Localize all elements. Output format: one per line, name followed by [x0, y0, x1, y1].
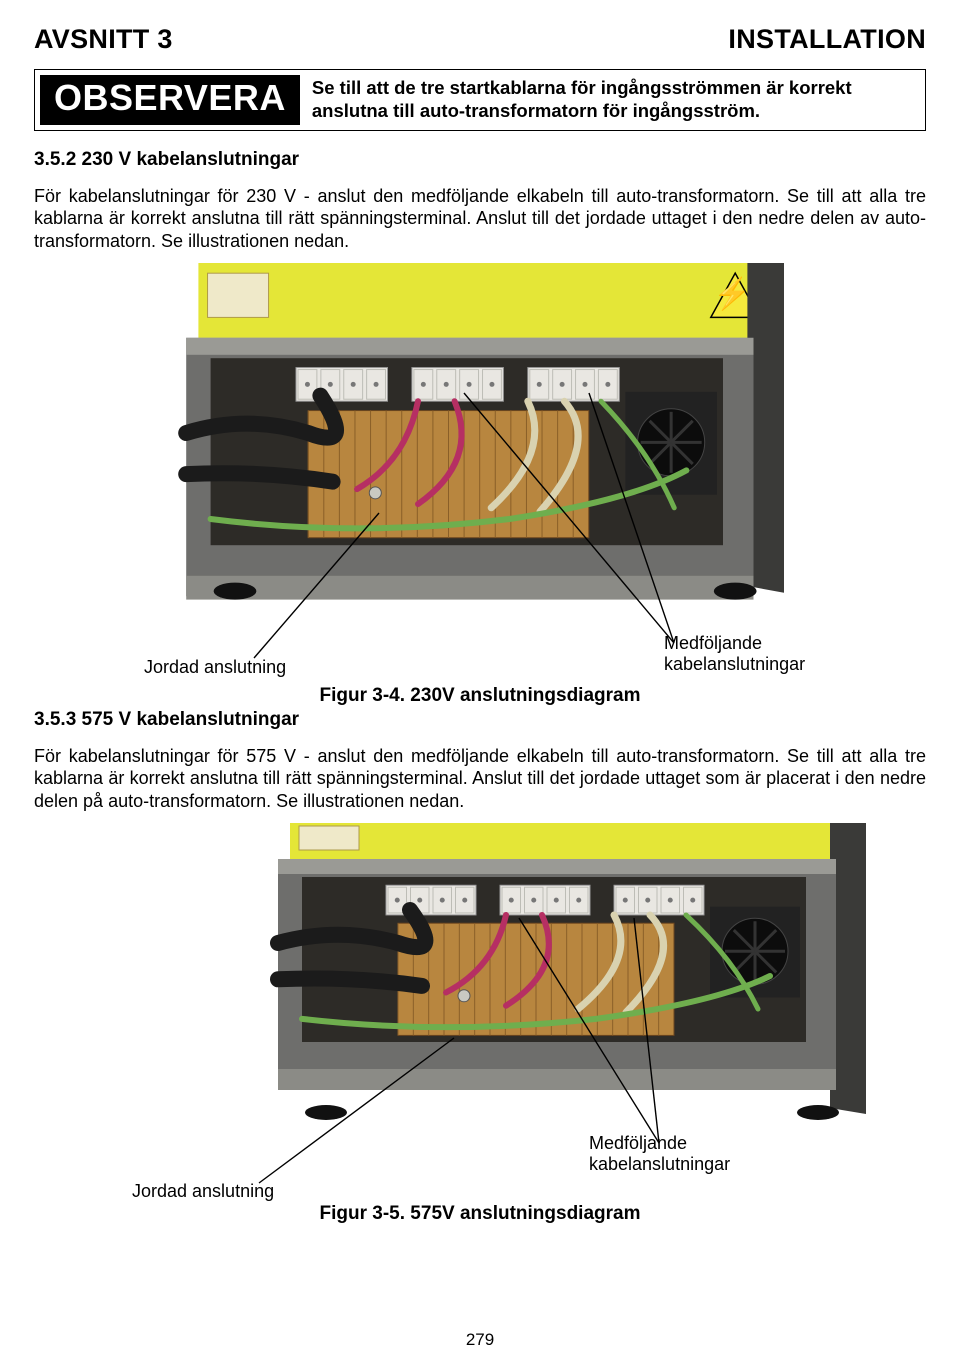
figure-34-photo: ⚡	[174, 263, 784, 603]
section-label: AVSNITT 3	[34, 24, 173, 55]
figure-35-label-right-2: kabelanslutningar	[589, 1154, 730, 1174]
svg-text:⚡: ⚡	[713, 276, 751, 312]
section-title: INSTALLATION	[728, 24, 926, 55]
notice-tag: OBSERVERA	[40, 75, 300, 125]
notice-box: OBSERVERA Se till att de tre startkablar…	[34, 69, 926, 131]
figure-35-label-right-1: Medföljande	[589, 1133, 687, 1153]
body-353: För kabelanslutningar för 575 V - anslut…	[34, 745, 926, 813]
figure-35-caption: Figur 3-5. 575V anslutningsdiagram	[34, 1203, 926, 1225]
heading-352: 3.5.2 230 V kabelanslutningar	[34, 149, 926, 171]
notice-text: Se till att de tre startkablarna för ing…	[300, 75, 920, 125]
page-header: AVSNITT 3 INSTALLATION	[34, 24, 926, 55]
figure-35-wrap: Jordad anslutning Medföljande kabelanslu…	[34, 823, 926, 1221]
figure-34-caption: Figur 3-4. 230V anslutningsdiagram	[34, 685, 926, 707]
figure-35-label-right: Medföljande kabelanslutningar	[589, 1133, 730, 1174]
body-352: För kabelanslutningar för 230 V - anslut…	[34, 185, 926, 253]
figure-34-label-left: Jordad anslutning	[144, 657, 286, 678]
figure-34-label-right-2: kabelanslutningar	[664, 654, 805, 674]
figure-34-label-right-1: Medföljande	[664, 633, 762, 653]
figure-34-label-right: Medföljande kabelanslutningar	[664, 633, 805, 674]
figure-35-label-left: Jordad anslutning	[132, 1181, 274, 1202]
figure-34-wrap: ⚡ Jordad anslutning Medföljande kabelans…	[34, 263, 926, 703]
heading-353: 3.5.3 575 V kabelanslutningar	[34, 709, 926, 731]
page-number: 279	[0, 1330, 960, 1350]
figure-35-photo	[266, 823, 866, 1123]
